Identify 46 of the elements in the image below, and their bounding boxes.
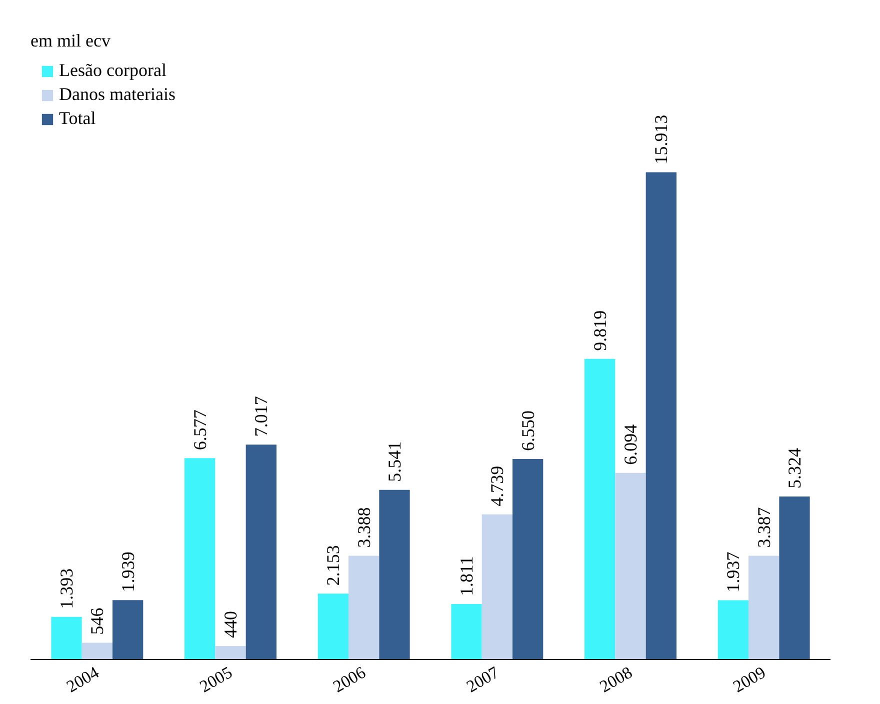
data-label: 1.939 [118,552,138,592]
bar [451,604,482,660]
data-label: 6.577 [190,410,210,450]
bar [82,642,112,660]
bar [646,172,676,660]
data-label: 6.550 [518,410,538,451]
data-label: 1.937 [723,552,744,592]
bar [512,458,544,660]
legend-label: Danos materiais [59,84,176,105]
bar [718,600,748,660]
data-label: 1.393 [56,568,76,609]
bar [184,458,216,660]
x-tick-label: 2009 [730,662,769,696]
bar [246,444,276,660]
x-tick-label: 2005 [196,662,236,696]
legend-label: Total [59,108,96,129]
data-label: 3.387 [754,507,774,548]
text: em mil ecv [30,30,110,50]
bar [318,594,348,660]
data-label: 5.541 [384,441,404,482]
bar [748,556,780,660]
bar [215,646,246,660]
data-label: 7.017 [251,396,272,437]
x-tick-label: 2007 [463,662,503,696]
x-tick-label: 2004 [63,662,103,696]
data-label: 15.913 [651,114,672,164]
legend-label: Lesão corporal [59,60,166,81]
data-label: 5.324 [784,448,804,488]
bar [615,472,646,660]
bar [379,490,410,660]
bar [112,600,144,660]
data-label: 3.388 [354,507,374,548]
data-label: 4.739 [487,466,508,506]
bar [51,616,82,660]
data-label: 9.819 [590,310,610,351]
bar [584,358,616,660]
x-tick-label: 2008 [596,662,636,696]
data-label: 2.153 [323,545,344,586]
data-label: 1.811 [456,556,476,596]
x-tick-label: 2006 [330,662,369,696]
bar [779,496,810,660]
data-label: 6.094 [620,424,640,465]
bar [348,556,380,660]
data-label: 546 [87,608,108,635]
bar [482,514,512,660]
data-label: 440 [220,611,240,638]
